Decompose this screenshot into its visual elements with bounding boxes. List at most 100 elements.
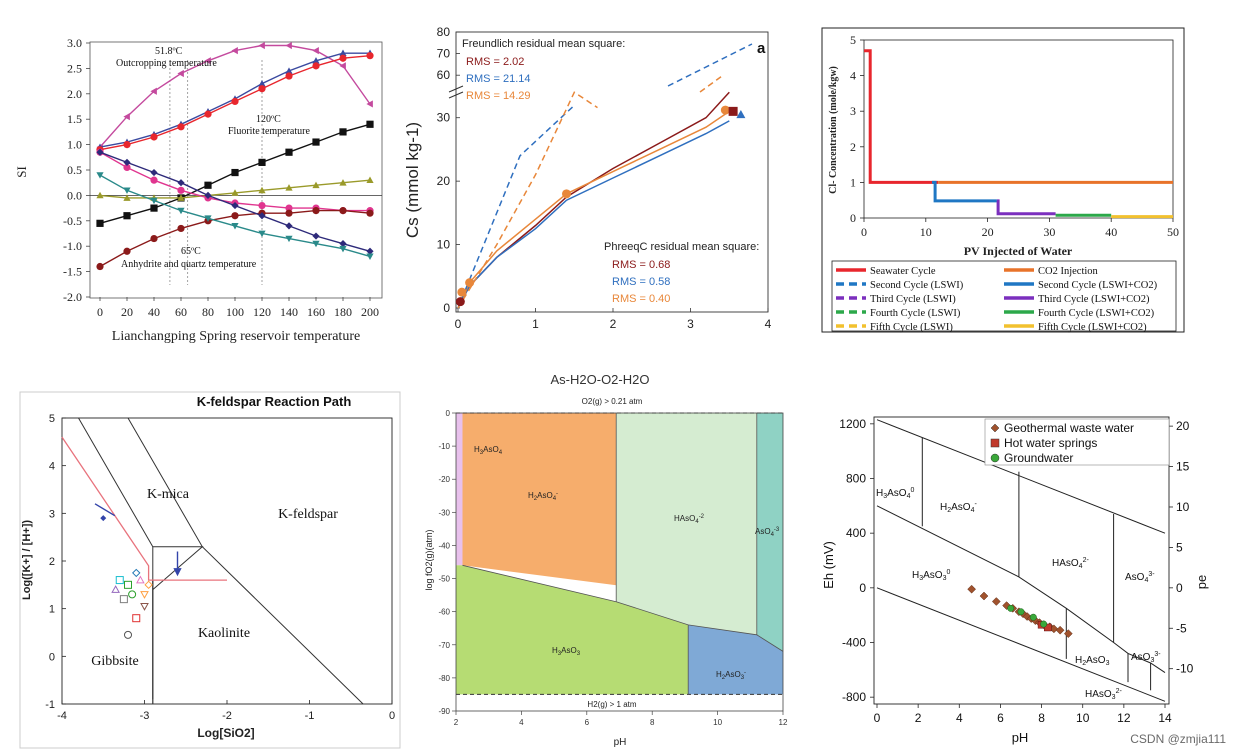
kf-y-tick-label: 4 xyxy=(49,461,55,473)
si-y-tick-label: 0.5 xyxy=(67,163,82,177)
si-y-tick-label: -1.5 xyxy=(63,265,82,279)
si-data-point xyxy=(285,148,293,156)
kf-plot-frame xyxy=(61,417,393,705)
si-annotation-120: 120ºC xyxy=(256,114,281,125)
watermark: CSDN @zmjia111 xyxy=(1130,732,1226,746)
ehph-o2-stability-line xyxy=(876,419,1166,534)
aso2-label-h2aso3: H2AsO3- xyxy=(716,670,746,681)
si-data-point xyxy=(285,72,293,80)
cs-y-tick-label: 0 xyxy=(443,301,450,315)
kf-sample-point xyxy=(136,575,145,584)
si-axes: 0 20 40 60 80 100 120 140 160 180 200 3.0 2.5 2.0 1.5 1… xyxy=(63,36,382,319)
si-data-point xyxy=(285,204,293,212)
kf-sample-point xyxy=(128,590,137,599)
si-data-point xyxy=(96,219,104,227)
aso2-y-tick-label: -30 xyxy=(438,508,450,517)
cs-axes: 0 1 2 3 4 0 10 20 30 60 70 80 xyxy=(437,25,772,331)
cs-series-line xyxy=(699,75,723,93)
aso2-x-tick-label: 8 xyxy=(650,718,655,727)
ehph-groundwater-point xyxy=(1040,620,1048,628)
kf-sample-point xyxy=(132,614,141,623)
si-data-point xyxy=(204,181,212,189)
ehph-geothermal-point xyxy=(1055,625,1065,635)
si-data-point xyxy=(339,62,346,70)
kf-arrow-head xyxy=(100,515,107,522)
cs-x-tick-label: 1 xyxy=(532,317,539,331)
aso2-label-h2aso4: H2AsO4- xyxy=(528,491,558,502)
ehph-legend-swatch xyxy=(990,438,1000,448)
cl-x-tick-label: 50 xyxy=(1167,225,1179,239)
cs-legend2-item: RMS = 0.40 xyxy=(612,293,670,305)
kf-axes: -4 -3 -2 -1 0 5 4 3 2 1 0 -1 xyxy=(45,413,395,722)
aso2-title: As-H2O-O2-H2O xyxy=(551,372,650,387)
si-y-tick-label: 3.0 xyxy=(67,36,82,50)
kf-region-kaolinite: Kaolinite xyxy=(198,626,250,641)
si-data-point xyxy=(231,168,239,177)
cl-x-tick-label: 20 xyxy=(982,225,994,239)
cl-legend-label: Fourth Cycle (LSWI+CO2) xyxy=(1038,308,1155,319)
ehph-axes: 0 2 4 6 8 10 12 14 1200 800 400 0 -400 -800 20 15 10 5 0 -5… xyxy=(839,417,1193,725)
si-data-point xyxy=(96,191,104,199)
si-data-point xyxy=(177,123,185,131)
ehph-groundwater-point xyxy=(1007,604,1015,612)
si-data-point xyxy=(204,215,212,222)
ehph-y-tick-label: 0 xyxy=(859,581,866,595)
si-annotation-fluorite: Fluorite temperature xyxy=(228,126,310,137)
cs-data-point xyxy=(720,105,730,115)
si-data-point xyxy=(123,194,131,201)
aso2-y-tick-label: -70 xyxy=(438,641,450,650)
kf-x-tick-label: -3 xyxy=(140,710,150,722)
ehph-y-tick-label: 400 xyxy=(846,526,866,540)
si-data-point xyxy=(258,212,266,220)
ehph-x-tick-label: 4 xyxy=(956,711,963,725)
si-data-point xyxy=(177,224,185,233)
aso2-y-axis-label: log fO2(g)(atm) xyxy=(424,529,434,590)
cl-legend-label: Fifth Cycle (LSWI+CO2) xyxy=(1038,322,1147,333)
kf-y-axis-label: Log([K+] / [H+]) xyxy=(21,520,33,600)
cl-legend-label: Second Cycle (LSWI) xyxy=(870,280,964,291)
kf-sample-point xyxy=(119,595,128,604)
cl-x-tick-label: 0 xyxy=(861,225,867,239)
si-data-point xyxy=(285,235,293,243)
cs-x-tick-label: 0 xyxy=(455,317,462,331)
cl-legend-label: Third Cycle (LSWI+CO2) xyxy=(1038,294,1150,305)
ehph-y-tick-label: -400 xyxy=(842,636,866,650)
aso2-region-h2aso3 xyxy=(688,624,783,695)
ehph-y2-axis-label: pe xyxy=(1194,575,1209,589)
cs-x-tick-label: 4 xyxy=(765,317,772,331)
kf-arrow-head xyxy=(173,568,182,577)
si-data-point xyxy=(285,184,293,191)
kf-sample-point xyxy=(124,580,132,589)
si-data-point xyxy=(258,186,266,194)
si-data-point xyxy=(150,176,158,184)
si-data-point xyxy=(231,189,239,196)
si-data-point xyxy=(150,234,158,243)
cs-data-point xyxy=(457,287,467,297)
eh-ph-chart: 0 2 4 6 8 10 12 14 1200 800 400 0 -400 -800 20 15 10 5 0 -5… xyxy=(821,416,1209,745)
cl-legend-box xyxy=(831,260,1177,332)
cl-legend-label: Second Cycle (LSWI+CO2) xyxy=(1038,280,1158,291)
kf-region-gibbsite: Gibbsite xyxy=(91,654,138,669)
si-y-tick-label: 2.5 xyxy=(67,61,82,75)
ehph-groundwater-point xyxy=(1017,608,1025,616)
ehph-y-tick-label: 800 xyxy=(846,472,866,486)
cs-y-tick-label: 20 xyxy=(437,174,451,188)
kf-sample-point xyxy=(124,630,132,639)
ehph-geothermal-point xyxy=(967,584,976,594)
si-data-point xyxy=(366,253,374,260)
si-x-tick-label: 20 xyxy=(121,305,133,319)
si-data-point xyxy=(366,100,373,108)
cl-legend-label: Seawater Cycle xyxy=(870,266,936,277)
aso2-region-aso4 xyxy=(756,413,783,652)
si-data-point xyxy=(258,158,266,166)
aso2-boundary xyxy=(615,413,758,695)
cl-series xyxy=(864,49,1173,219)
ehph-legend-box xyxy=(984,418,1170,466)
si-data-point xyxy=(312,181,320,189)
cs-panel-label: a xyxy=(757,40,766,57)
si-x-tick-label: 180 xyxy=(334,305,352,319)
cl-x-axis-label: PV Injected of Water xyxy=(964,244,1073,258)
aso2-x-tick-label: 12 xyxy=(779,718,788,727)
si-x-tick-label: 120 xyxy=(253,305,271,319)
